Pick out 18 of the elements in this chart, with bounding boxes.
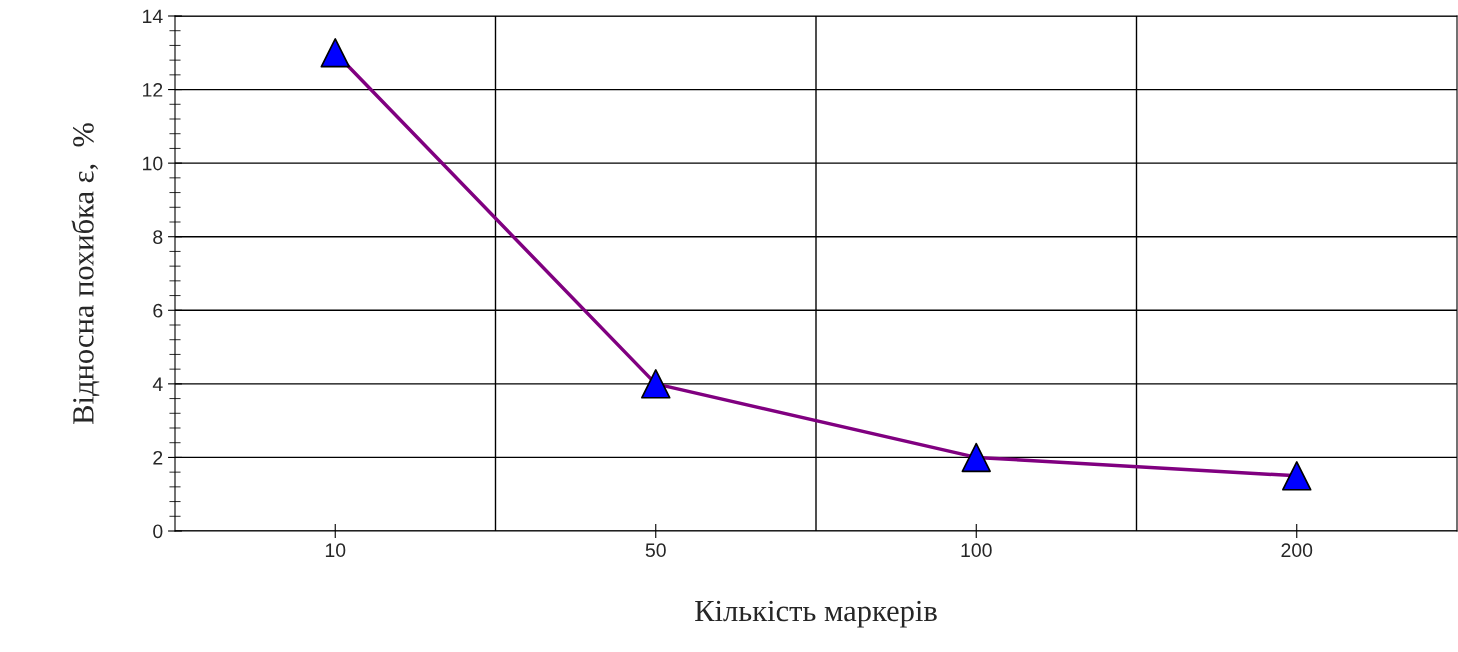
y-tick-label: 6 [153, 303, 163, 318]
point [641, 369, 671, 399]
x-tick-label: 100 [961, 543, 992, 558]
point [1282, 461, 1312, 491]
y-tick-label: 10 [143, 156, 163, 171]
y-tick-label: 12 [143, 83, 163, 97]
point [961, 442, 991, 473]
x-tick-label: 50 [645, 543, 666, 558]
y-tick-label: 2 [153, 450, 163, 465]
y-axis-title: Відносна похибка ε, % [71, 123, 100, 424]
x-tick-label: 200 [1281, 543, 1313, 558]
y-tick-label: 0 [153, 524, 163, 539]
y-tick-label: 4 [152, 377, 163, 391]
x-axis-title: Кількість маркерів [695, 600, 937, 628]
y-tick-label: 8 [153, 230, 163, 244]
point [320, 38, 350, 68]
x-tick-label: 10 [325, 543, 346, 558]
y-tick-label: 14 [143, 9, 163, 24]
